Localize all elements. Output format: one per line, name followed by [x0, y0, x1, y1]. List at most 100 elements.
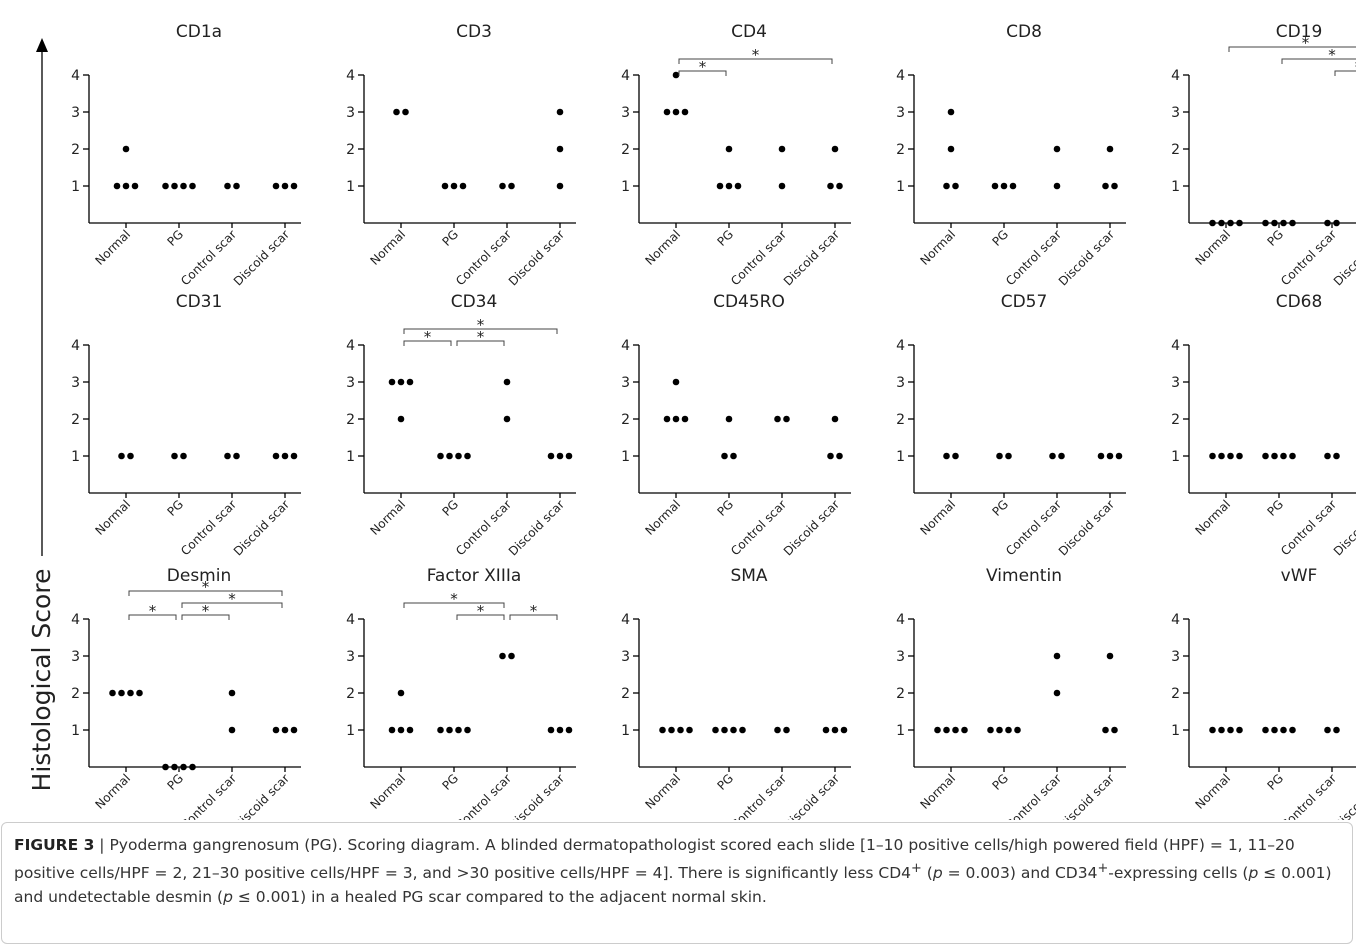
data-point — [778, 182, 786, 190]
data-point — [499, 182, 506, 190]
data-point — [827, 452, 834, 460]
y-tick-label: 4 — [1171, 338, 1180, 354]
x-tick-label: PG — [165, 771, 187, 793]
data-point — [547, 452, 555, 460]
data-point — [503, 378, 511, 386]
data-point — [1209, 726, 1216, 734]
y-tick-label: 1 — [896, 449, 905, 465]
y-tick-label: 1 — [71, 179, 80, 195]
data-point — [118, 689, 125, 697]
x-tick-label: Discoid scar — [506, 227, 567, 288]
y-tick-label: 3 — [1171, 105, 1180, 121]
significance-bracket — [403, 328, 558, 334]
data-point — [1236, 726, 1243, 734]
data-point — [1227, 452, 1234, 460]
data-point — [831, 726, 839, 734]
significance-label: * — [228, 590, 236, 608]
data-point — [1236, 219, 1243, 227]
y-tick-label: 1 — [71, 449, 80, 465]
significance-bracket — [456, 340, 505, 346]
y-tick-label: 1 — [1171, 179, 1180, 195]
data-point — [437, 726, 444, 734]
data-point — [774, 415, 781, 423]
y-tick-label: 3 — [896, 375, 905, 391]
data-point — [272, 726, 280, 734]
x-tick-label: Normal — [1193, 227, 1234, 268]
data-point — [987, 726, 994, 734]
y-tick-label: 3 — [621, 649, 630, 665]
caption-text: | Pyoderma gangrenosum (PG). Scoring dia… — [14, 836, 1295, 883]
chart-title: Desmin — [167, 566, 231, 586]
x-tick-label: Control scar — [1278, 771, 1339, 820]
x-tick-label: Discoid scar — [231, 497, 292, 558]
significance-label: * — [202, 602, 210, 620]
data-point — [952, 182, 959, 190]
caption-label: FIGURE 3 — [14, 836, 95, 854]
data-point — [565, 726, 573, 734]
x-tick-label: Normal — [1193, 497, 1234, 538]
y-tick-label: 1 — [346, 449, 355, 465]
data-point — [397, 689, 405, 697]
data-point — [716, 182, 724, 190]
data-point — [774, 726, 781, 734]
data-point — [730, 726, 737, 734]
caption-text: ( — [921, 864, 933, 883]
y-tick-label: 2 — [346, 142, 355, 158]
data-point — [290, 182, 298, 190]
data-point — [1053, 652, 1061, 660]
chart-title: vWF — [1281, 566, 1318, 586]
data-point — [171, 452, 178, 460]
data-point — [388, 726, 396, 734]
data-point — [136, 689, 143, 697]
x-tick-label: Normal — [368, 497, 409, 538]
data-point — [224, 452, 231, 460]
data-point — [1053, 182, 1061, 190]
data-point — [1333, 219, 1340, 227]
data-point — [734, 182, 742, 190]
significance-bracket — [509, 614, 558, 620]
chart-title: Factor XIIIa — [427, 566, 522, 586]
data-point — [1058, 452, 1065, 460]
y-tick-label: 3 — [621, 105, 630, 121]
y-tick-label: 1 — [71, 723, 80, 739]
y-tick-label: 4 — [346, 612, 355, 628]
data-point — [1289, 219, 1296, 227]
data-point — [996, 726, 1003, 734]
data-point — [686, 726, 693, 734]
y-tick-label: 2 — [71, 412, 80, 428]
data-point — [1324, 452, 1331, 460]
data-point — [1271, 219, 1278, 227]
y-tick-label: 4 — [896, 612, 905, 628]
data-point — [406, 378, 414, 386]
y-tick-label: 2 — [621, 142, 630, 158]
data-point — [672, 378, 680, 386]
data-point — [725, 415, 733, 423]
chart-title: CD1a — [176, 22, 222, 42]
y-tick-label: 3 — [346, 375, 355, 391]
data-point — [831, 415, 839, 423]
data-point — [290, 726, 298, 734]
data-point — [162, 182, 169, 190]
data-point — [565, 452, 573, 460]
significance-bracket — [456, 614, 505, 620]
x-tick-label: Discoid scar — [231, 771, 292, 820]
significance-bracket — [1228, 46, 1356, 52]
x-tick-label: Normal — [643, 497, 684, 538]
significance-label: * — [530, 602, 538, 620]
data-point — [228, 726, 236, 734]
data-point — [1106, 452, 1114, 460]
x-tick-label: Discoid scar — [781, 497, 842, 558]
significance-label: * — [752, 46, 760, 64]
x-tick-label: PG — [440, 227, 462, 249]
significance-label: * — [1302, 34, 1310, 52]
data-point — [822, 726, 830, 734]
y-tick-label: 1 — [346, 723, 355, 739]
data-point — [171, 182, 178, 190]
data-point — [836, 452, 843, 460]
data-point — [934, 726, 941, 734]
significance-label: * — [699, 58, 707, 76]
data-point — [1262, 219, 1269, 227]
data-point — [127, 452, 134, 460]
data-point — [1049, 452, 1056, 460]
